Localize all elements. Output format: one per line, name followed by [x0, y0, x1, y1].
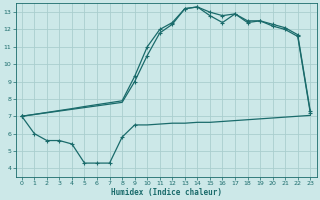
X-axis label: Humidex (Indice chaleur): Humidex (Indice chaleur) [110, 188, 221, 197]
